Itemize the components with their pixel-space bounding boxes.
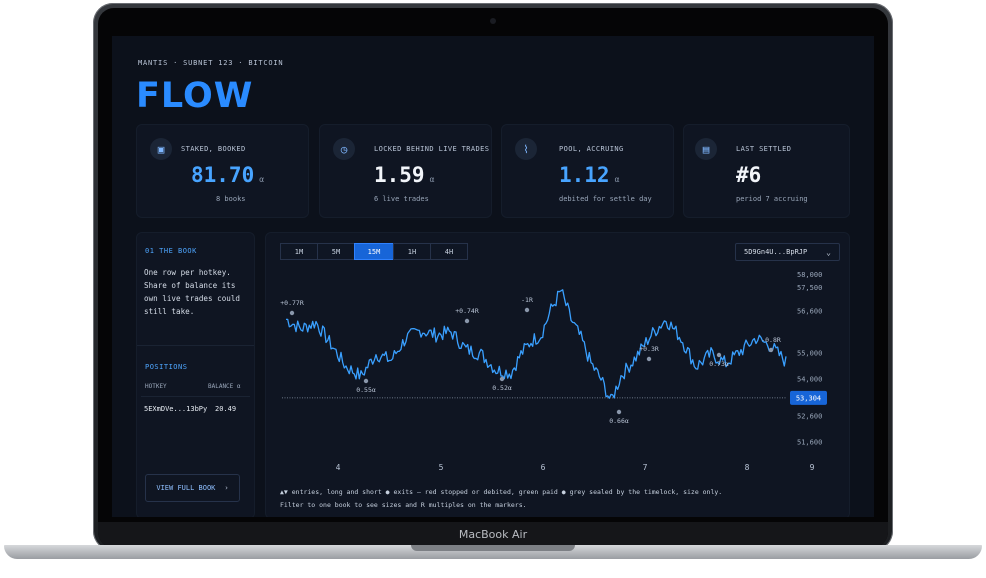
x-tick-label: 9 xyxy=(810,463,815,472)
kpi-sub: 6 live trades xyxy=(374,195,429,203)
hotkey-select-value: 5D9Gn4U...BpRJP xyxy=(744,248,808,256)
trade-marker-dot[interactable] xyxy=(646,356,652,362)
kpi-unit: α xyxy=(614,175,620,184)
table-row[interactable]: 5EXmDVe...13bPy 20.49 xyxy=(137,401,254,417)
page-title: FLOW xyxy=(136,76,254,116)
trade-marker-label: +0.3R xyxy=(639,345,659,353)
x-tick-label: 6 xyxy=(541,463,546,472)
trade-marker-dot[interactable] xyxy=(768,347,774,353)
kpi-card-staked: ▣ STAKED, BOOKED 81.70 α 8 books xyxy=(136,124,309,218)
hotkey-select[interactable]: 5D9Gn4U...BpRJP ⌄ xyxy=(735,243,840,261)
chart-panel: 1M 5M 15M 1H 4H 5D9Gn4U...BpRJP ⌄ 58,000… xyxy=(265,232,850,517)
trade-markers: +0.77R 0.55α +0.74R 0.52α -1R 0.66α +0.3R 0.73α… xyxy=(280,296,781,425)
kpi-value: 81.70 xyxy=(191,163,255,187)
base-notch xyxy=(411,545,575,551)
trade-marker-label: 0.73α xyxy=(709,360,729,368)
y-axis: 58,000 57,500 56,600 55,000 54,000 52,600 51,6… xyxy=(797,271,822,447)
book-description: One row per hotkey. Share of balance its… xyxy=(144,268,241,316)
trade-marker-dot[interactable] xyxy=(499,376,505,382)
kpi-value: 1.12 xyxy=(559,163,610,187)
price-chart[interactable]: 58,000 57,500 56,600 55,000 54,000 52,600 51,6… xyxy=(266,233,849,517)
clock-icon: ◷ xyxy=(333,138,355,160)
kpi-sub: debited for settle day xyxy=(559,195,652,203)
x-axis: 4 5 6 7 8 9 xyxy=(336,463,815,472)
y-tick-label: 58,000 xyxy=(797,271,822,279)
x-tick-label: 5 xyxy=(439,463,444,472)
trade-marker-label: 0.66α xyxy=(609,417,629,425)
current-price-tag-bg xyxy=(790,390,827,405)
chevron-down-icon: ⌄ xyxy=(826,247,831,257)
divider xyxy=(137,345,254,346)
kpi-card-settled: ▤ LAST SETTLED #6 period 7 accruing xyxy=(683,124,850,218)
kpi-value: 1.59 xyxy=(374,163,425,187)
trade-marker-label: -1R xyxy=(521,296,533,304)
app-screen: MANTIS · SUBNET 123 · BITCOIN FLOW ▣ STA… xyxy=(112,36,874,517)
price-line xyxy=(286,289,787,399)
trade-marker-dot[interactable] xyxy=(524,307,530,313)
positions-title: POSITIONS xyxy=(145,363,188,371)
calendar-icon: ▤ xyxy=(695,138,717,160)
camera-icon xyxy=(490,18,496,24)
y-tick-label: 54,000 xyxy=(797,376,822,384)
trade-marker-label: 0.55α xyxy=(356,386,376,394)
timeframe-4h[interactable]: 4H xyxy=(430,243,468,260)
column-header-hotkey: HOTKEY xyxy=(145,383,167,390)
legend-line-1: ▲▼ entries, long and short ● exits — red… xyxy=(280,488,723,496)
trade-marker-dot[interactable] xyxy=(363,378,369,384)
trade-marker-label: +0.77R xyxy=(280,299,304,307)
laptop-chin xyxy=(98,522,888,548)
kpi-value: #6 xyxy=(736,163,762,187)
x-tick-label: 8 xyxy=(745,463,750,472)
kpi-sub: period 7 accruing xyxy=(736,195,808,203)
column-header-balance: BALANCE α xyxy=(208,383,241,390)
device-label: MacBook Air xyxy=(458,528,528,541)
kpi-label: LOCKED BEHIND LIVE TRADES xyxy=(374,145,490,153)
row-hotkey: 5EXmDVe...13bPy xyxy=(144,405,208,413)
trade-marker-label: -0.8R xyxy=(761,336,781,344)
y-tick-label: 56,600 xyxy=(797,308,822,316)
x-tick-label: 4 xyxy=(336,463,341,472)
kpi-label: POOL, ACCRUING xyxy=(559,145,624,153)
chart-legend: ▲▼ entries, long and short ● exits — red… xyxy=(280,486,722,512)
x-tick-label: 7 xyxy=(643,463,648,472)
kpi-label: STAKED, BOOKED xyxy=(181,145,246,153)
chevron-right-icon: › xyxy=(224,484,229,492)
y-tick-label: 55,000 xyxy=(797,349,822,357)
breadcrumb: MANTIS · SUBNET 123 · BITCOIN xyxy=(138,59,284,67)
pool-icon: ⌇ xyxy=(515,138,537,160)
trade-marker-dot[interactable] xyxy=(464,318,470,324)
y-tick-label: 51,600 xyxy=(797,439,822,447)
laptop-base xyxy=(4,545,982,559)
wallet-icon: ▣ xyxy=(150,138,172,160)
kpi-label: LAST SETTLED xyxy=(736,145,792,153)
y-tick-label: 52,600 xyxy=(797,412,822,420)
kpi-unit: α xyxy=(429,175,435,184)
trade-marker-dot[interactable] xyxy=(616,409,622,415)
trade-marker-dot[interactable] xyxy=(289,310,295,316)
kpi-unit: α xyxy=(259,175,265,184)
view-full-book-button[interactable]: VIEW FULL BOOK › xyxy=(145,474,240,502)
divider xyxy=(141,396,250,397)
current-price-tag: 53,304 xyxy=(790,390,827,405)
kpi-card-pool: ⌇ POOL, ACCRUING 1.12 α debited for sett… xyxy=(501,124,674,218)
row-balance: 20.49 xyxy=(215,405,237,413)
timeframe-group: 1M 5M 15M 1H 4H xyxy=(280,243,468,260)
trade-marker-dot[interactable] xyxy=(716,352,722,358)
current-price-label: 53,304 xyxy=(796,394,821,402)
kpi-card-locked: ◷ LOCKED BEHIND LIVE TRADES 1.59 α 6 liv… xyxy=(319,124,492,218)
trade-marker-label: 0.52α xyxy=(492,384,512,392)
trade-marker-label: +0.74R xyxy=(455,307,479,315)
kpi-sub: 8 books xyxy=(216,195,246,203)
y-tick-label: 57,500 xyxy=(797,284,822,292)
section-title: 01 THE BOOK xyxy=(145,247,197,255)
legend-line-2: Filter to one book to see sizes and R mu… xyxy=(280,501,527,509)
book-panel: 01 THE BOOK One row per hotkey. Share of… xyxy=(136,232,255,517)
